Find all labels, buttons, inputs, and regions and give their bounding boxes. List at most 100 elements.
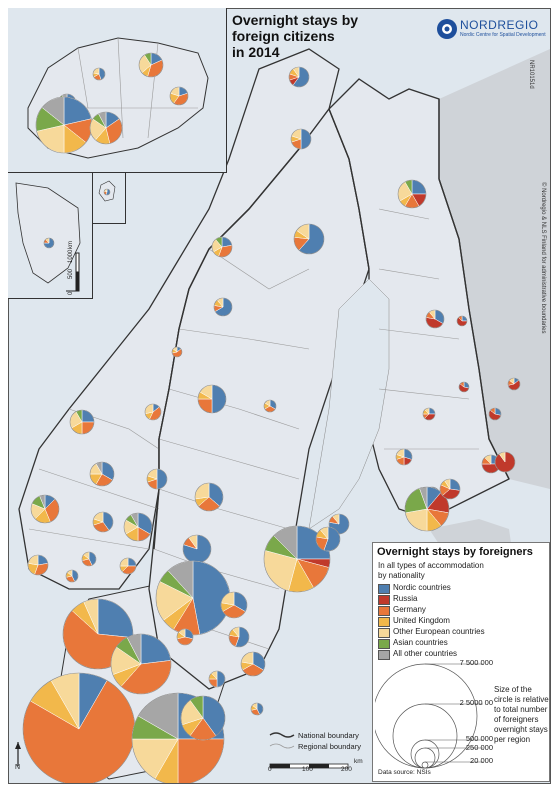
pie-outline <box>138 52 164 78</box>
inset-scale-tick-1000: 1000 <box>68 249 74 263</box>
size-circle-20000 <box>421 761 429 769</box>
pie-outline <box>456 315 468 327</box>
map-canvas <box>18 48 550 783</box>
pie-outline <box>458 381 470 393</box>
pie-slice <box>177 738 225 783</box>
legend: Overnight stays by foreigners In all typ… <box>372 542 550 782</box>
gulf-of-bothnia <box>308 278 390 530</box>
size-legend-circles <box>375 663 483 769</box>
legend-swatch <box>378 584 390 594</box>
boundary-legend-lines <box>269 732 295 749</box>
pie-symbols <box>22 66 521 783</box>
north-arrow: N <box>12 740 24 772</box>
pie-outline <box>119 557 137 575</box>
legend-label: United Kingdom <box>393 616 450 625</box>
svalbard-inset <box>93 173 126 224</box>
legend-swatch <box>378 595 390 605</box>
size-label-500000: 500 000 <box>465 734 493 743</box>
pie-outline <box>315 526 341 552</box>
north-label: N <box>15 764 21 771</box>
pie-outline <box>171 346 183 358</box>
pie-outline <box>89 461 115 487</box>
size-note: Size of the circle is relative to total … <box>494 685 549 744</box>
greenland-inset: 0 500 1000 km <box>8 173 93 299</box>
russia-landmass <box>439 49 550 489</box>
pie-outline <box>43 237 55 249</box>
pie-outline <box>228 626 250 648</box>
nordregio-logo-icon <box>437 19 457 39</box>
pie-outline <box>89 111 123 145</box>
scale-bar-graphic <box>269 763 349 769</box>
data-source: Data source: NSIs <box>378 769 431 776</box>
north-arrow-icon <box>15 742 21 766</box>
scale-bar: 0 100 200 km <box>268 758 368 780</box>
legend-label: Nordic countries <box>393 583 451 592</box>
legend-label: All other countries <box>393 649 458 658</box>
svalbard-inset-canvas <box>98 180 116 202</box>
pie-outline <box>404 486 450 532</box>
scale-tick-0: 0 <box>268 766 272 773</box>
logo-name: NORDREGIO <box>460 18 539 32</box>
pie-outline <box>494 451 516 473</box>
pie-outline <box>30 494 60 524</box>
legend-swatch <box>378 606 390 616</box>
pie-outline <box>397 179 427 209</box>
legend-label: Germany <box>393 605 426 614</box>
pie-outline <box>288 66 310 88</box>
pie-outline <box>250 702 264 716</box>
svalbard-pie-symbols <box>103 188 111 196</box>
nordregio-logo: NORDREGIO Nordic Centre for Spatial Deve… <box>436 18 546 44</box>
size-label-2500000: 2 5000 00 <box>459 698 493 707</box>
greenland-pie-symbols <box>43 237 55 249</box>
pie-outline <box>92 511 114 533</box>
pie-outline <box>220 591 248 619</box>
legend-swatch <box>378 650 390 660</box>
pie-outline <box>65 569 79 583</box>
size-label-20000: 20 000 <box>470 756 493 765</box>
pie-outline <box>395 448 413 466</box>
pie-outline <box>213 297 233 317</box>
iceland-inset <box>8 8 227 173</box>
pie-outline <box>146 468 168 490</box>
legend-swatch <box>378 617 390 627</box>
size-circle-7500000 <box>375 663 478 769</box>
pie-outline <box>92 67 106 81</box>
pie-outline <box>208 670 226 688</box>
legend-label: Other European countries <box>393 627 485 636</box>
greenland-landmass <box>15 182 81 284</box>
legend-title: Overnight stays by foreigners <box>377 546 533 558</box>
title-line-1: Overnight stays by <box>232 12 359 28</box>
pie-outline <box>425 309 445 329</box>
pie-outline <box>507 377 521 391</box>
regional-boundary-sample <box>269 743 295 749</box>
scale-tick-200: 200 <box>341 766 352 773</box>
pie-outline <box>422 407 436 421</box>
pie-outline <box>290 128 312 150</box>
legend-label: Asian countries <box>393 638 448 647</box>
pie-outline <box>144 403 162 421</box>
pie-outline <box>62 598 134 670</box>
boundary-legend: National boundary Regional boundary <box>268 730 368 754</box>
iceland-pie-symbols <box>35 52 189 154</box>
map-code: NR10151d <box>528 60 534 89</box>
legend-swatch <box>378 639 390 649</box>
size-circle-500000 <box>410 739 440 769</box>
inset-scale-tick-500: 500 <box>68 268 74 279</box>
greenland-inset-canvas <box>15 182 81 292</box>
regional-boundary-label: Regional boundary <box>298 742 361 751</box>
size-label-7500000: 7 500 000 <box>459 658 493 667</box>
logo-subtitle: Nordic Centre for Spatial Development <box>460 32 546 38</box>
pie-outline <box>263 525 331 593</box>
pie-outline <box>293 223 325 255</box>
title-line-2: foreign citizens <box>232 28 335 44</box>
copyright-note: © Nordregio & NLS Finland for administra… <box>540 182 546 334</box>
legend-swatch <box>378 628 390 638</box>
inset-scale-unit: km <box>68 241 74 249</box>
scale-tick-100: 100 <box>302 766 313 773</box>
legend-subtitle-2: by nationality <box>378 571 425 580</box>
legend-subtitle-1: In all types of accommodation <box>378 561 484 570</box>
pie-outline <box>194 482 224 512</box>
pie-outline <box>27 554 49 576</box>
pie-outline <box>103 188 111 196</box>
size-label-250000: 250 000 <box>465 743 493 752</box>
